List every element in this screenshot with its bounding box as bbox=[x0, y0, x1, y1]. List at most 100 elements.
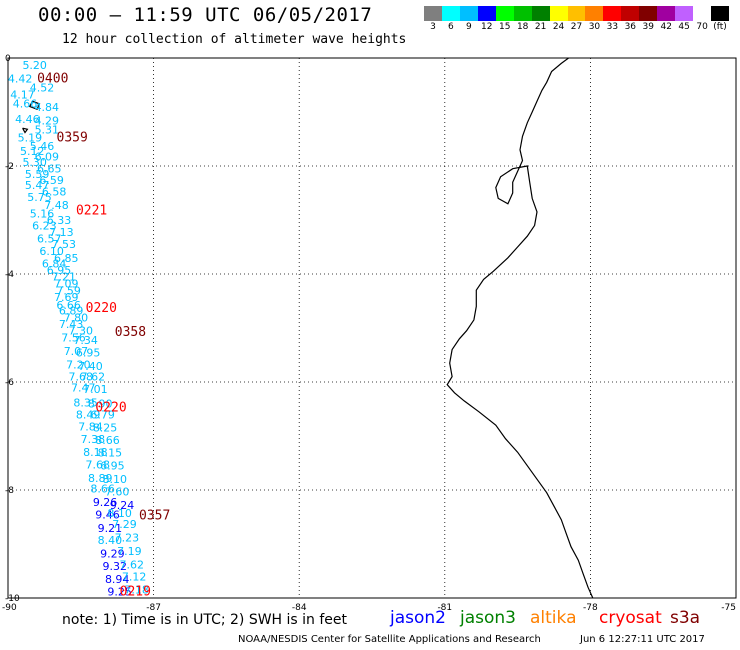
wave-height-label: 6.95 bbox=[47, 264, 72, 277]
wave-height-label: 7.07 bbox=[64, 345, 89, 358]
color-scale-label: 36 bbox=[624, 22, 637, 32]
wave-height-label: 7.38 bbox=[81, 433, 106, 446]
wave-height-label: 4.42 bbox=[8, 72, 33, 85]
pass-time-label: 0358 bbox=[115, 325, 146, 340]
wave-height-label: 6.59 bbox=[39, 174, 64, 187]
y-tick-label: -8 bbox=[5, 486, 14, 496]
wave-height-label: 7.43 bbox=[59, 318, 84, 331]
wave-height-label: 9.46 bbox=[95, 509, 120, 522]
x-tick-label: -75 bbox=[721, 603, 736, 613]
x-tick-label: -78 bbox=[583, 603, 598, 613]
wave-height-label: 7.09 bbox=[54, 278, 79, 291]
wave-height-label: 5.19 bbox=[18, 132, 43, 145]
y-tick-label: -4 bbox=[5, 270, 14, 280]
color-swatch bbox=[711, 6, 729, 21]
wave-height-label: 7.68 bbox=[69, 370, 94, 383]
wave-height-label: 5.20 bbox=[22, 59, 47, 72]
color-scale-label: 45 bbox=[678, 22, 690, 32]
color-scale-label: (ft) bbox=[713, 22, 727, 32]
wave-height-label: 6.23 bbox=[32, 220, 57, 233]
wave-height-label: 7.69 bbox=[54, 291, 79, 304]
wave-height-label: 5.47 bbox=[25, 179, 50, 192]
color-scale bbox=[424, 6, 729, 21]
color-swatch bbox=[621, 6, 640, 21]
wave-height-label: 8.66 bbox=[95, 434, 120, 447]
wave-height-label: 4.84 bbox=[35, 101, 60, 114]
wave-height-label: 7.30 bbox=[69, 324, 94, 337]
wave-height-label: 7.23 bbox=[115, 531, 140, 544]
wave-height-label: 6.84 bbox=[42, 258, 67, 271]
credit-line: NOAA/NESDIS Center for Satellite Applica… bbox=[238, 634, 541, 645]
island-outline bbox=[28, 100, 41, 111]
coastline bbox=[446, 58, 594, 598]
color-scale-label: 21 bbox=[534, 22, 547, 32]
color-swatch bbox=[477, 6, 496, 21]
wave-height-label: 6.95 bbox=[100, 459, 125, 472]
color-scale-label: 42 bbox=[660, 22, 672, 32]
color-swatch bbox=[424, 6, 442, 21]
pass-time-label: 0221 bbox=[76, 204, 107, 219]
wave-height-label: 5.12 bbox=[20, 145, 45, 158]
legend-entry-jason3: jason3 bbox=[460, 608, 516, 628]
color-swatch bbox=[531, 6, 550, 21]
color-swatch bbox=[675, 6, 694, 21]
wave-height-label: 7.29 bbox=[112, 518, 137, 531]
wave-height-label: 4.29 bbox=[35, 114, 60, 127]
wave-height-label: 4.46 bbox=[15, 113, 40, 126]
island-outline bbox=[22, 127, 29, 134]
wave-height-label: 7.84 bbox=[78, 421, 103, 434]
color-swatch bbox=[603, 6, 622, 21]
wave-height-label: 5.75 bbox=[27, 191, 52, 204]
x-tick-label: -90 bbox=[2, 603, 17, 613]
wave-height-label: 6.95 bbox=[76, 347, 101, 360]
wave-height-label: 8.10 bbox=[103, 473, 128, 486]
wave-height-label: 7.62 bbox=[120, 558, 145, 571]
wave-height-label: 7.56 bbox=[61, 332, 86, 345]
wave-height-label: 7.62 bbox=[81, 370, 106, 383]
wave-height-label: 9.21 bbox=[98, 522, 123, 535]
wave-height-label: 7.68 bbox=[86, 458, 111, 471]
wave-height-label: 7.40 bbox=[78, 360, 103, 373]
color-scale-label: 15 bbox=[499, 22, 511, 32]
plot-frame bbox=[7, 57, 737, 599]
color-swatch bbox=[567, 6, 586, 21]
pass-time-label: 0359 bbox=[57, 131, 88, 146]
wave-height-label: 7.60 bbox=[105, 485, 130, 498]
wave-height-label: 7.20 bbox=[66, 359, 91, 372]
wave-height-label: 8.10 bbox=[107, 507, 132, 520]
wave-height-label: 5.59 bbox=[25, 168, 50, 181]
wave-height-label: 6.66 bbox=[56, 299, 81, 312]
land-outlines bbox=[22, 58, 594, 598]
wave-height-label: 7.34 bbox=[73, 334, 98, 347]
wave-height-label: 7.47 bbox=[71, 382, 96, 395]
wave-height-label: 7.59 bbox=[56, 285, 81, 298]
color-scale-label: 27 bbox=[570, 22, 583, 32]
footnote: note: 1) Time is in UTC; 2) SWH is in fe… bbox=[62, 612, 348, 628]
legend-entry-jason2: jason2 bbox=[390, 608, 446, 628]
color-scale-label: 9 bbox=[465, 22, 472, 32]
wave-height-label: 7.01 bbox=[83, 383, 108, 396]
wave-height-label: 8.94 bbox=[105, 573, 130, 586]
wave-height-label: 6.10 bbox=[39, 245, 64, 258]
pass-time-label: 0220 bbox=[86, 301, 117, 316]
legend-entry-cryosat: cryosat bbox=[599, 608, 662, 628]
pass-time-label: 0400 bbox=[37, 71, 68, 86]
y-tick-label: -2 bbox=[5, 162, 14, 172]
color-scale-labels: 3 6 9 12 15 18 21 24 27 30 33 36 39 42 45 70 (ft) bbox=[424, 22, 729, 36]
x-tick-label: -87 bbox=[146, 603, 161, 613]
color-swatch bbox=[693, 6, 711, 21]
wave-height-label: 7.80 bbox=[64, 312, 89, 325]
wave-height-label: 5.31 bbox=[35, 124, 60, 137]
wave-height-label: 6.33 bbox=[47, 214, 72, 227]
color-scale-label: 3 bbox=[430, 22, 436, 32]
color-scale-label: 39 bbox=[642, 22, 654, 32]
wave-height-label: 8.89 bbox=[88, 472, 113, 485]
color-scale-label: 12 bbox=[481, 22, 493, 32]
wave-height-label: 9.26 bbox=[93, 496, 118, 509]
wave-height-label: 8.35 bbox=[73, 396, 98, 409]
x-tick-label: -84 bbox=[292, 603, 307, 613]
color-scale-label: 33 bbox=[606, 22, 619, 32]
wave-height-label: 4.52 bbox=[30, 81, 55, 94]
map-title: 00:00 – 11:59 UTC 06/05/2017 bbox=[38, 4, 373, 26]
pass-time-label: 0357 bbox=[139, 509, 170, 524]
